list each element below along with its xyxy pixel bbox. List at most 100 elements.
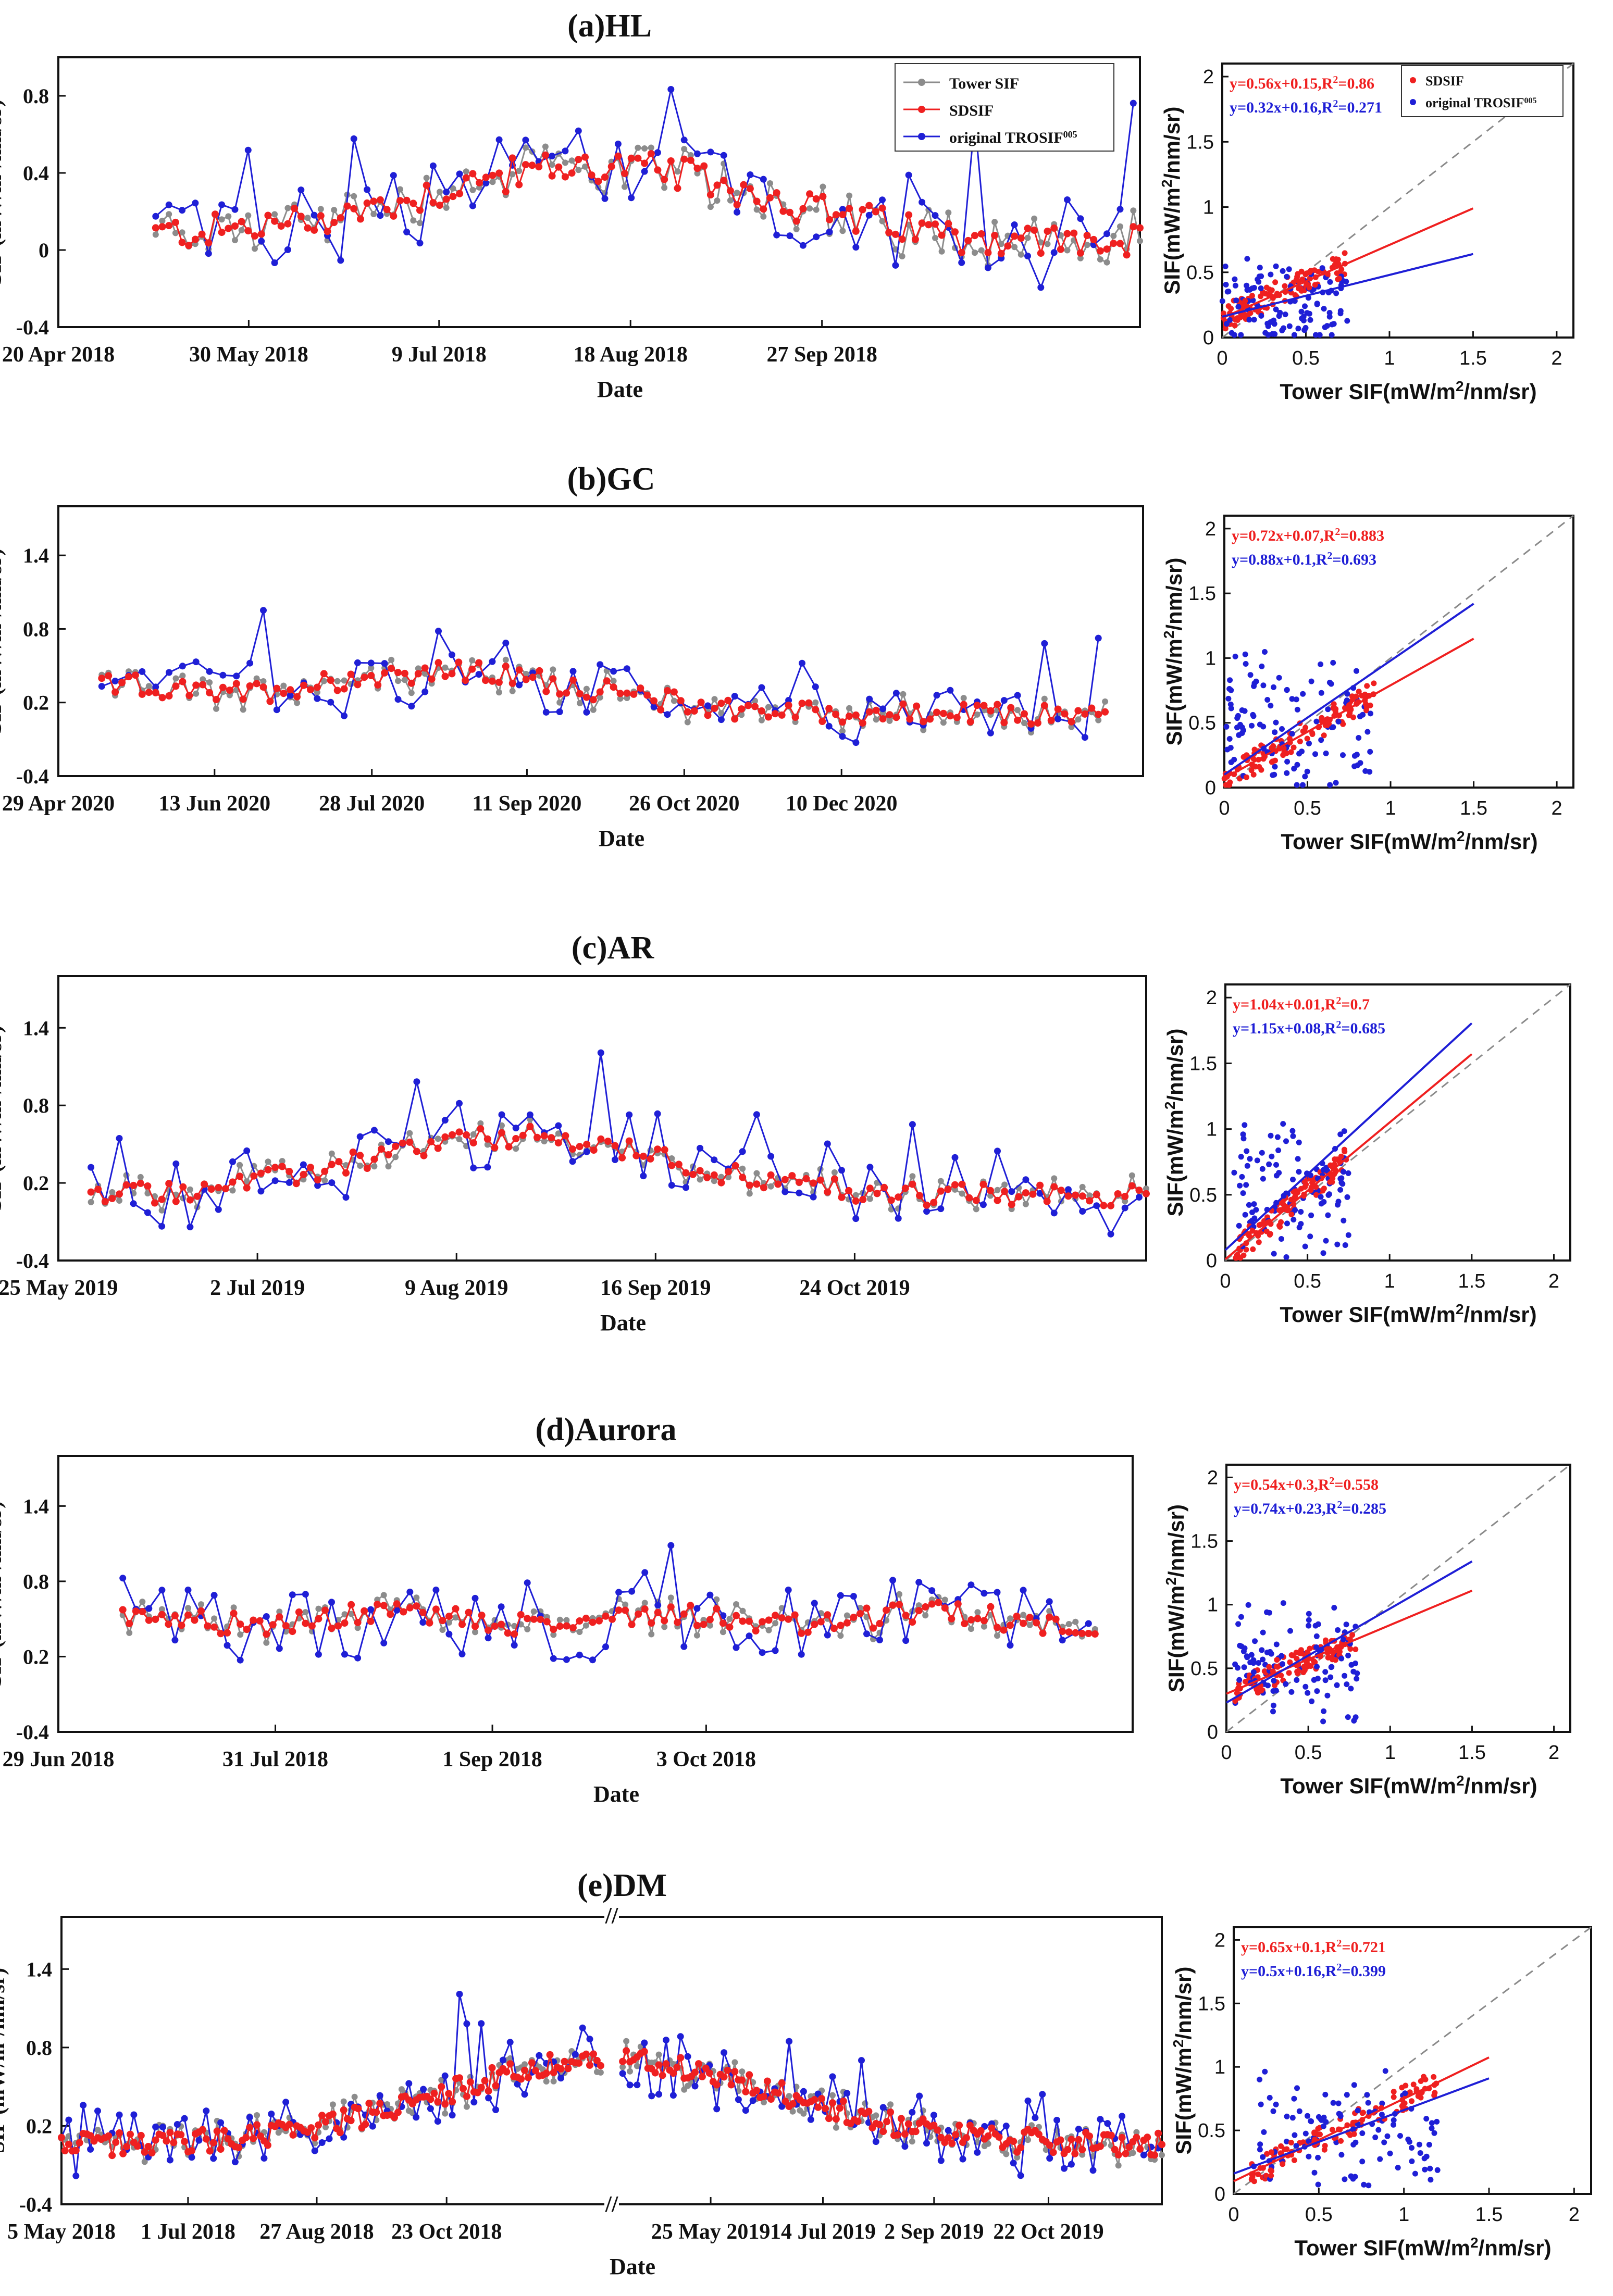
sdsif-point <box>1114 2151 1122 2158</box>
trosif-point <box>1315 1621 1321 1627</box>
sdsif-point <box>1072 1191 1080 1199</box>
trosif-point <box>1284 770 1290 776</box>
trosif-point <box>393 1606 401 1614</box>
x-axis-label: Tower SIF(mW/m2/nm/sr) <box>1280 1773 1537 1799</box>
trosif-point <box>1002 2123 1010 2130</box>
sdsif-point <box>328 1161 336 1168</box>
sdsif-point <box>152 224 159 232</box>
sdsif-point <box>1020 1619 1027 1627</box>
trosif-point <box>668 1182 675 1189</box>
trosif-point <box>1269 331 1275 337</box>
trosif-point <box>80 2102 87 2109</box>
trosif-point <box>1227 677 1233 683</box>
trosif-point <box>144 1209 151 1216</box>
sdsif-point <box>1298 1650 1305 1656</box>
sdsif-point <box>356 215 364 223</box>
trosif-point <box>111 678 119 684</box>
y-tick-label: 0.2 <box>23 1171 49 1195</box>
sdsif-point <box>1046 2141 1053 2149</box>
sdsif-point <box>1301 1664 1307 1669</box>
sdsif-point <box>816 1176 824 1184</box>
trosif-point <box>1232 276 1238 282</box>
trosif-point <box>1053 2116 1061 2124</box>
y-axis-label: SIF(mW/m2/nm/sr) <box>1170 1967 1196 2155</box>
sdsif-point <box>670 688 678 696</box>
tower-sif-point <box>1018 251 1024 258</box>
trosif-point <box>289 1591 296 1599</box>
text-run: /nm/sr) <box>0 99 6 168</box>
sdsif-point <box>991 231 999 239</box>
sdsif-point <box>207 1186 215 1193</box>
fit-line <box>1223 603 1474 776</box>
sdsif-point <box>980 1617 988 1625</box>
sdsif-point <box>1278 1673 1284 1678</box>
sdsif-point <box>739 1617 747 1625</box>
tower-sif-point <box>973 1206 979 1213</box>
sdsif-point <box>1247 310 1254 316</box>
trosif-point <box>1250 713 1257 719</box>
sdsif-point <box>221 1185 229 1193</box>
sdsif-point <box>1035 2130 1043 2138</box>
tower-sif-point <box>1072 1618 1079 1625</box>
trosif-point <box>872 2138 879 2145</box>
sdsif-point <box>1044 228 1051 235</box>
text-run: 2 <box>1327 550 1332 561</box>
sdsif-point <box>1274 1657 1280 1663</box>
sdsif-point <box>462 174 470 182</box>
trosif-point <box>1384 2133 1391 2139</box>
trosif-point <box>1273 1162 1279 1168</box>
sdsif-point <box>661 176 668 183</box>
x-tick-label: 29 Jun 2018 <box>3 1748 115 1771</box>
fit-equation: y=0.54x+0.3,R2=0.558 <box>1234 1475 1379 1493</box>
sdsif-point <box>651 2069 659 2077</box>
trosif-point <box>1294 762 1300 768</box>
legend-marker <box>918 79 925 86</box>
sdsif-point <box>286 1168 293 1175</box>
tower-sif-point <box>920 727 927 733</box>
trosif-point <box>1011 221 1018 228</box>
trosif-point <box>895 1215 902 1222</box>
sdsif-point <box>866 1184 874 1192</box>
trosif-point <box>484 1164 491 1171</box>
y-axis-label: SIF (mW/m2/nm/sr) <box>0 1026 6 1212</box>
sdsif-point <box>1000 1626 1008 1634</box>
sdsif-point <box>837 1621 845 1629</box>
sdsif-point <box>289 1628 296 1636</box>
trosif-point <box>1041 640 1048 647</box>
trosif-point <box>311 2147 318 2154</box>
sdsif-point <box>1309 731 1316 737</box>
trosif-point <box>405 2080 413 2087</box>
trosif-point <box>1017 2172 1024 2179</box>
tower-sif-point <box>232 237 238 244</box>
sdsif-point <box>256 1617 264 1625</box>
sdsif-point <box>953 714 961 721</box>
tower-sif-point <box>94 2127 101 2133</box>
sdsif-point <box>575 2059 583 2067</box>
trosif-point <box>1307 317 1313 323</box>
sdsif-point <box>872 706 880 714</box>
sdsif-point <box>897 2115 905 2123</box>
tower-sif-point <box>1110 232 1117 239</box>
sdsif-point <box>934 2126 941 2134</box>
x-tick-label: 1.5 <box>1475 2204 1503 2226</box>
sdsif-point <box>1332 708 1338 715</box>
sdsif-point <box>966 2122 974 2129</box>
sdsif-point <box>1332 1657 1338 1663</box>
sdsif-point <box>98 675 106 682</box>
sdsif-point <box>852 1197 860 1205</box>
sdsif-point <box>276 1613 283 1621</box>
trosif-point <box>863 1630 870 1638</box>
sdsif-point <box>452 1605 460 1613</box>
sdsif-point <box>618 1154 626 1162</box>
trosif-point <box>188 2154 195 2161</box>
trosif-point <box>824 1140 831 1147</box>
sdsif-point <box>711 704 718 712</box>
trosif-point <box>1334 1241 1341 1247</box>
tower-sif-point <box>294 700 301 706</box>
sdsif-point <box>1431 2074 1437 2080</box>
sdsif-point <box>1291 744 1297 751</box>
trosif-point <box>116 1135 123 1142</box>
trosif-point <box>979 1201 987 1208</box>
trosif-point <box>1267 2094 1273 2101</box>
tower-sif-point <box>1133 2129 1140 2136</box>
